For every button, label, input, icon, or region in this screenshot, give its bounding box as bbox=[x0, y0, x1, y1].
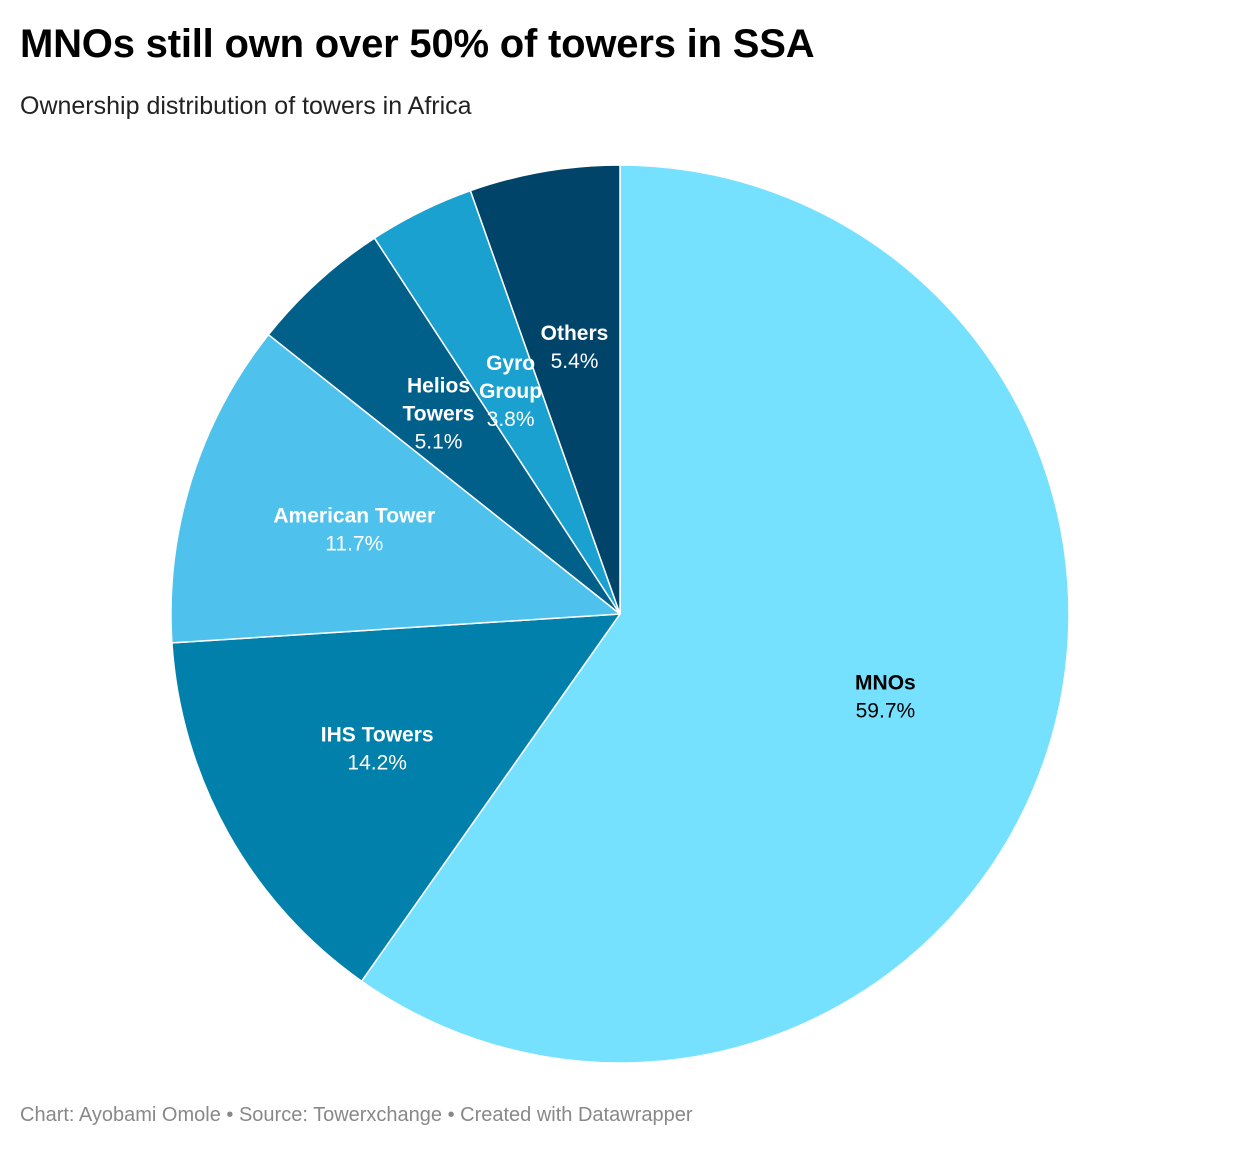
slice-name-others: Others bbox=[541, 322, 609, 345]
chart-footer: Chart: Ayobami Omole • Source: Towerxcha… bbox=[20, 1104, 693, 1126]
slice-name-ihs-towers: IHS Towers bbox=[321, 724, 434, 747]
slice-value-american-tower: 11.7% bbox=[325, 532, 383, 555]
slice-name-gyro-group: Group bbox=[479, 380, 542, 403]
pie-labels: MNOs 59.7% IHS Towers 14.2% American Tower 11… bbox=[273, 322, 915, 775]
slice-value-helios-towers: 5.1% bbox=[415, 430, 463, 453]
slice-name-gyro-group: Gyro bbox=[486, 352, 535, 375]
slice-label-mnos: MNOs 59.7% bbox=[855, 672, 916, 723]
pie-slice-mnos bbox=[360, 164, 1070, 1064]
slice-value-mnos: 59.7% bbox=[856, 700, 916, 723]
slice-value-others: 5.4% bbox=[551, 350, 599, 373]
pie-slice-ihs-towers bbox=[171, 613, 621, 982]
slice-name-helios-towers: Helios bbox=[407, 374, 470, 397]
slice-value-ihs-towers: 14.2% bbox=[347, 752, 407, 775]
slice-name-mnos: MNOs bbox=[855, 672, 916, 695]
pie-slice-helios-towers bbox=[267, 237, 621, 615]
pie-slices bbox=[170, 164, 1070, 1064]
slice-value-gyro-group: 3.8% bbox=[487, 408, 535, 431]
chart-subtitle: Ownership distribution of towers in Afri… bbox=[20, 92, 472, 120]
slice-name-helios-towers: Towers bbox=[403, 402, 475, 425]
slice-label-gyro-group: Gyro Group 3.8% bbox=[479, 352, 542, 431]
slice-label-ihs-towers: IHS Towers 14.2% bbox=[321, 724, 434, 775]
pie-slice-american-tower bbox=[170, 333, 621, 644]
chart-title: MNOs still own over 50% of towers in SSA bbox=[20, 22, 815, 66]
slice-label-american-tower: American Tower 11.7% bbox=[273, 504, 435, 555]
slice-label-helios-towers: Helios Towers 5.1% bbox=[403, 374, 475, 453]
slice-label-others: Others 5.4% bbox=[541, 322, 609, 373]
pie-slice-others bbox=[469, 164, 621, 615]
slice-name-american-tower: American Tower bbox=[273, 504, 435, 527]
pie-chart: MNOs 59.7% IHS Towers 14.2% American Tower 11… bbox=[170, 164, 1070, 1064]
